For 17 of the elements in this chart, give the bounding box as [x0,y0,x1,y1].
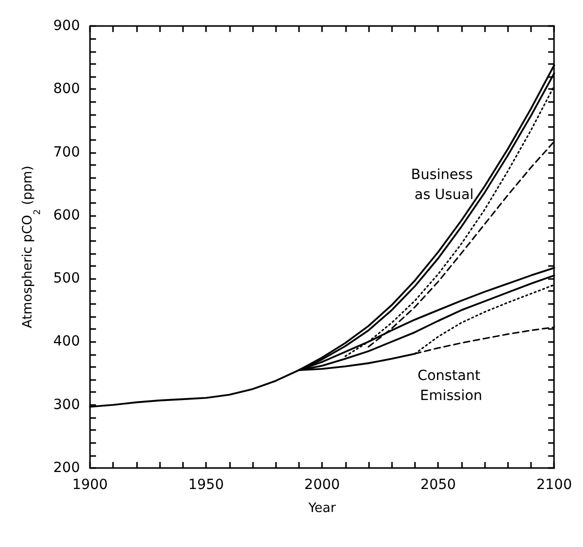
y-tick-label: 700 [53,144,80,160]
y-tick-label: 600 [53,207,80,224]
y-tick-label: 800 [53,81,80,98]
y-tick-label: 200 [53,460,80,476]
x-axis-title: Year [307,501,337,516]
x-tick-label: 2100 [536,477,572,493]
x-tick-label: 2050 [420,477,456,493]
x-tick-label: 1900 [72,477,108,493]
annotation: Constant Emission [417,368,485,404]
y-axis-title: Atmospheric pCO2 (ppm) [20,166,43,328]
y-tick-label: 500 [53,270,80,287]
y-tick-label: 400 [53,334,80,350]
y-tick-label: 900 [53,18,80,34]
y-tick-label: 300 [53,396,80,413]
x-tick-label: 2000 [304,477,340,493]
annotation: Business as Usual [411,167,478,204]
x-tick-label: 1950 [188,477,224,493]
